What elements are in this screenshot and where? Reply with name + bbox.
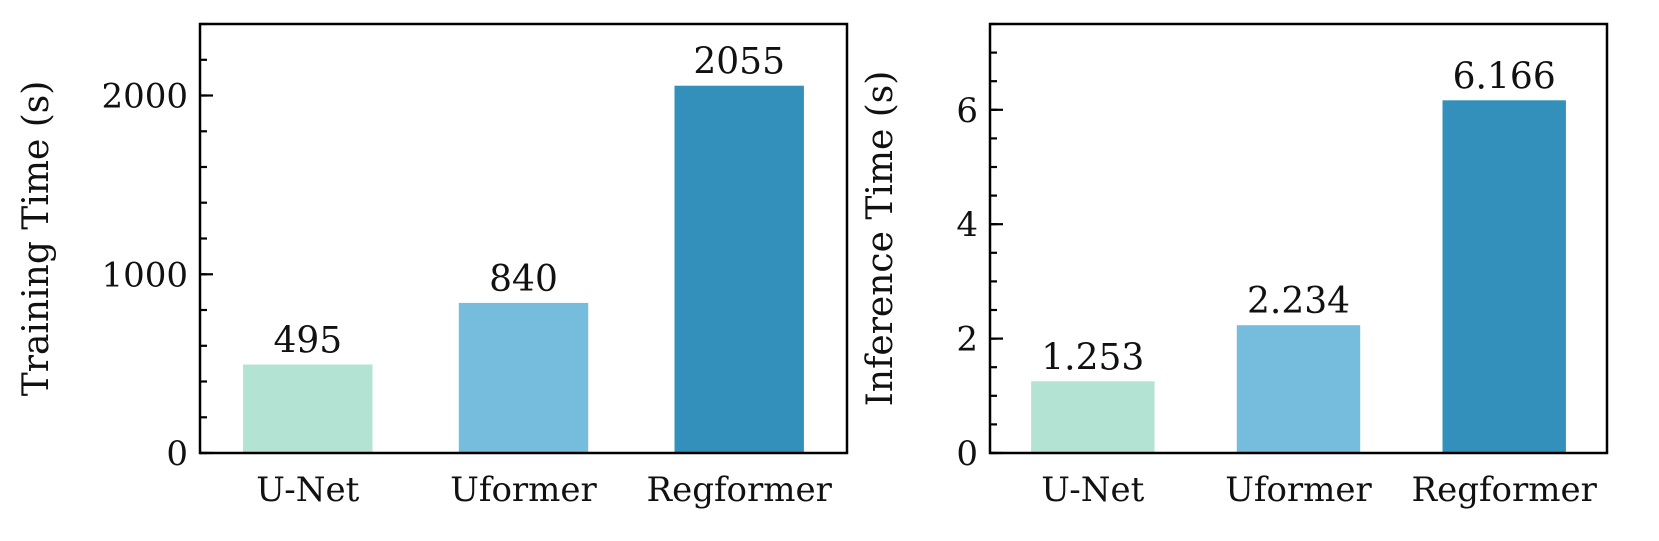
y-tick-label: 2	[956, 320, 978, 360]
y-tick-label: 4	[956, 205, 978, 245]
x-tick-label: Regformer	[1411, 470, 1597, 510]
data-label: 2.234	[1247, 281, 1350, 322]
y-tick-label: 0	[166, 434, 188, 474]
y-axis-title: Training Time (s)	[16, 81, 57, 397]
bar-uformer	[458, 302, 589, 453]
x-tick-label: U-Net	[256, 470, 359, 510]
x-tick-label: Regformer	[646, 470, 832, 510]
y-tick-label: 2000	[101, 77, 188, 117]
data-label: 840	[489, 259, 558, 300]
bar-regformer	[674, 85, 804, 453]
chart-panel-2: 1.253 U-Net 2.234 Uformer 6.166 Regformer 0 2 4 6…	[860, 22, 1609, 510]
bar-u-net	[243, 364, 373, 453]
y-axis-title: Inference Time (s)	[860, 71, 901, 407]
y-tick-label: 6	[956, 91, 978, 131]
bar-regformer	[1442, 100, 1566, 454]
plot-frame	[198, 22, 849, 455]
data-label: 6.166	[1453, 56, 1556, 97]
data-label: 1.253	[1041, 337, 1144, 378]
data-label: 2055	[693, 42, 785, 83]
bar-uformer	[1236, 325, 1361, 453]
x-tick-label: Uformer	[450, 470, 597, 510]
y-tick-label: 0	[956, 434, 978, 474]
x-tick-label: Uformer	[1225, 470, 1372, 510]
bar-u-net	[1031, 381, 1155, 453]
x-tick-label: U-Net	[1041, 470, 1144, 510]
y-tick-label: 1000	[101, 255, 188, 295]
data-label: 495	[273, 321, 342, 362]
plot-frame	[988, 22, 1609, 455]
chart-panel-1: 495 U-Net 840 Uformer 2055 Regformer 0 1000 2000…	[16, 22, 849, 510]
